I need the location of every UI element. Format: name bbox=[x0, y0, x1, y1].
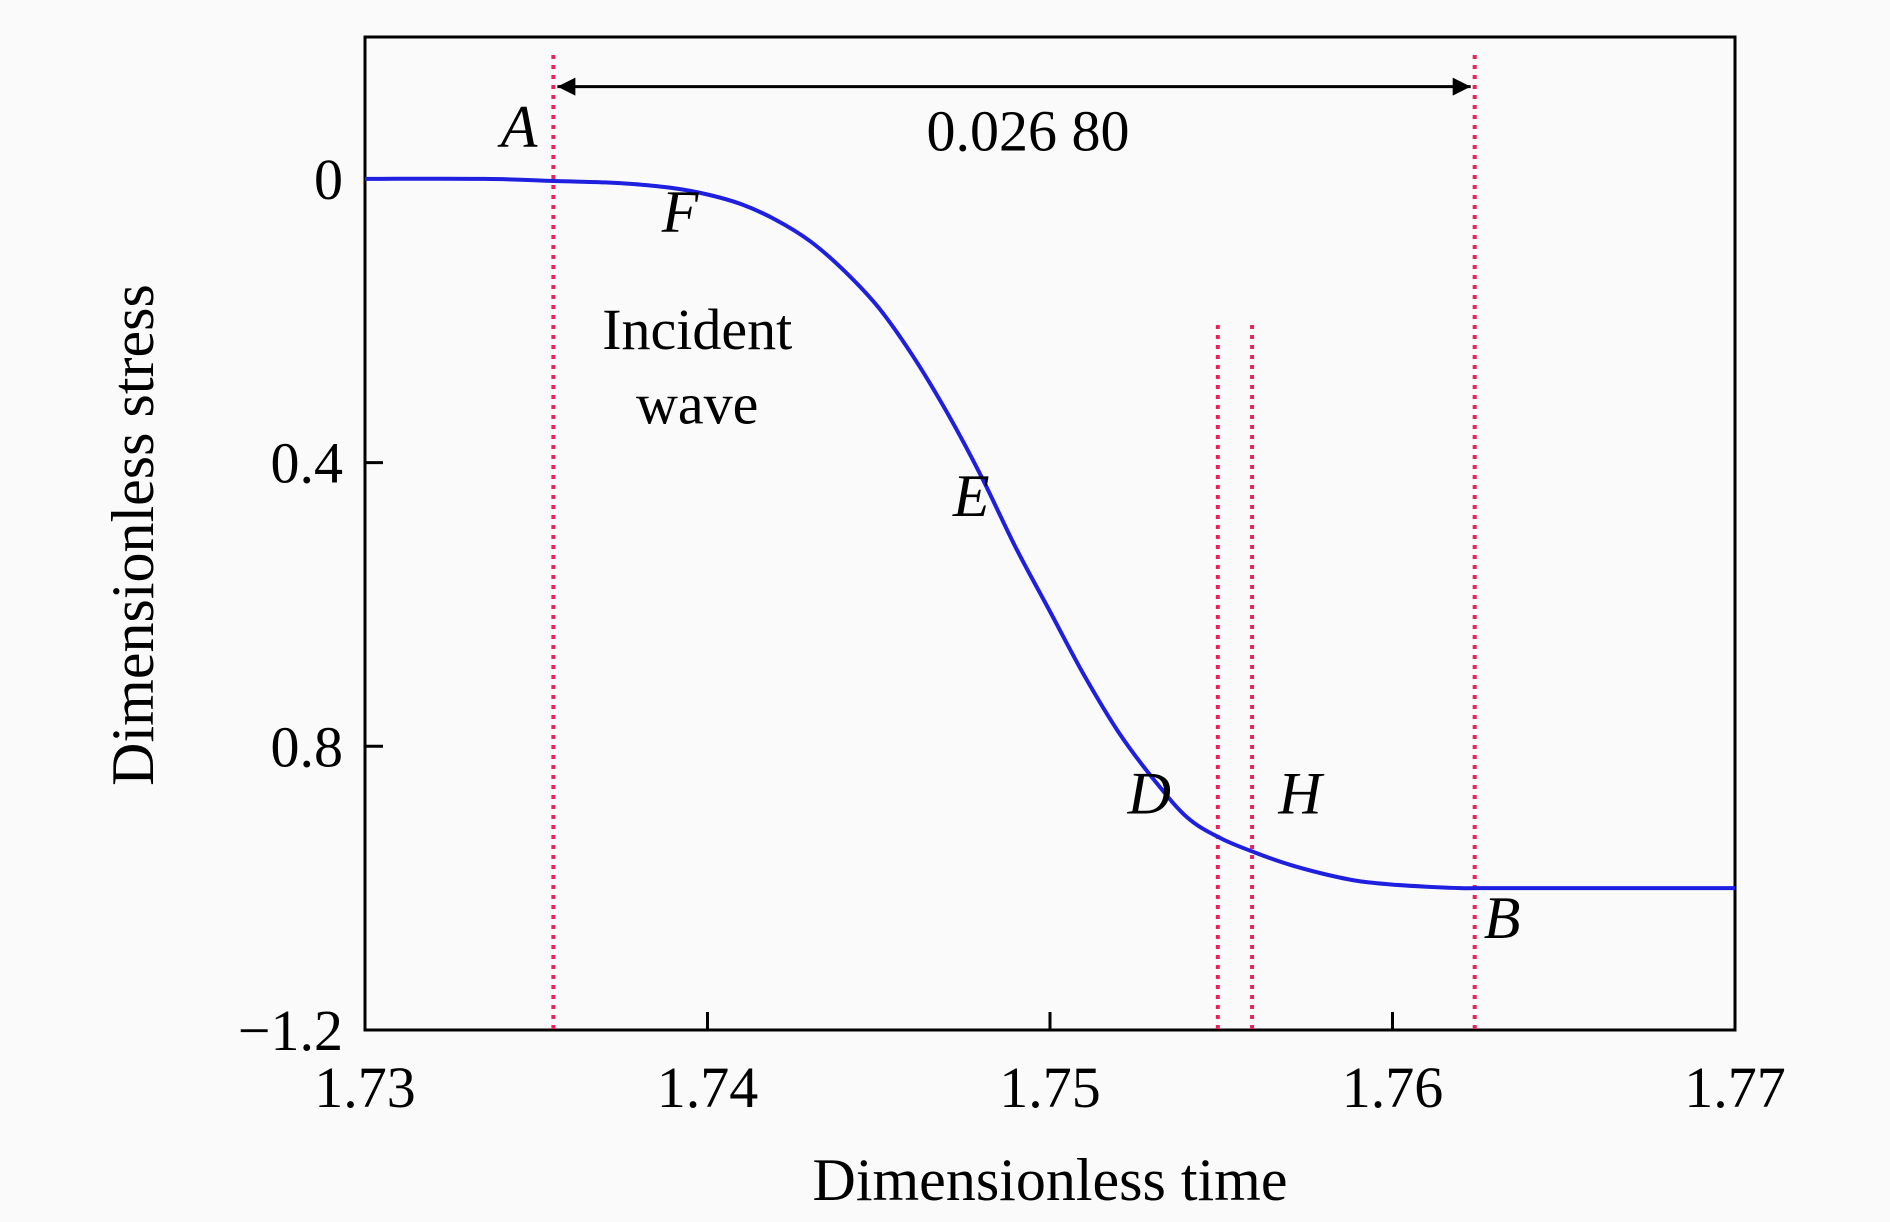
point-label-D: D bbox=[1127, 761, 1171, 827]
y-axis-title: Dimensionless stress bbox=[100, 284, 166, 786]
y-tick-label: 0.4 bbox=[271, 431, 344, 496]
point-label-F: F bbox=[661, 179, 700, 245]
y-tick-label: 0.8 bbox=[271, 714, 344, 779]
interval-label: 0.026 80 bbox=[927, 99, 1130, 164]
point-label-H: H bbox=[1277, 761, 1325, 827]
x-tick-label: 1.76 bbox=[1342, 1055, 1444, 1120]
x-axis-title: Dimensionless time bbox=[813, 1147, 1288, 1213]
point-label-A: A bbox=[497, 94, 538, 160]
y-tick-label: 0 bbox=[314, 147, 343, 212]
x-tick-label: 1.73 bbox=[314, 1055, 416, 1120]
point-label-B: B bbox=[1484, 885, 1521, 951]
y-tick-label: −1.2 bbox=[238, 998, 343, 1063]
x-tick-label: 1.77 bbox=[1684, 1055, 1786, 1120]
plot-frame bbox=[363, 35, 1737, 1032]
annotation-text: wave bbox=[636, 372, 758, 437]
point-label-E: E bbox=[952, 463, 990, 529]
series-line-0 bbox=[364, 176, 1735, 891]
x-tick-label: 1.75 bbox=[999, 1055, 1101, 1120]
x-tick-label: 1.74 bbox=[657, 1055, 759, 1120]
annotation-text: Incident bbox=[602, 297, 792, 362]
